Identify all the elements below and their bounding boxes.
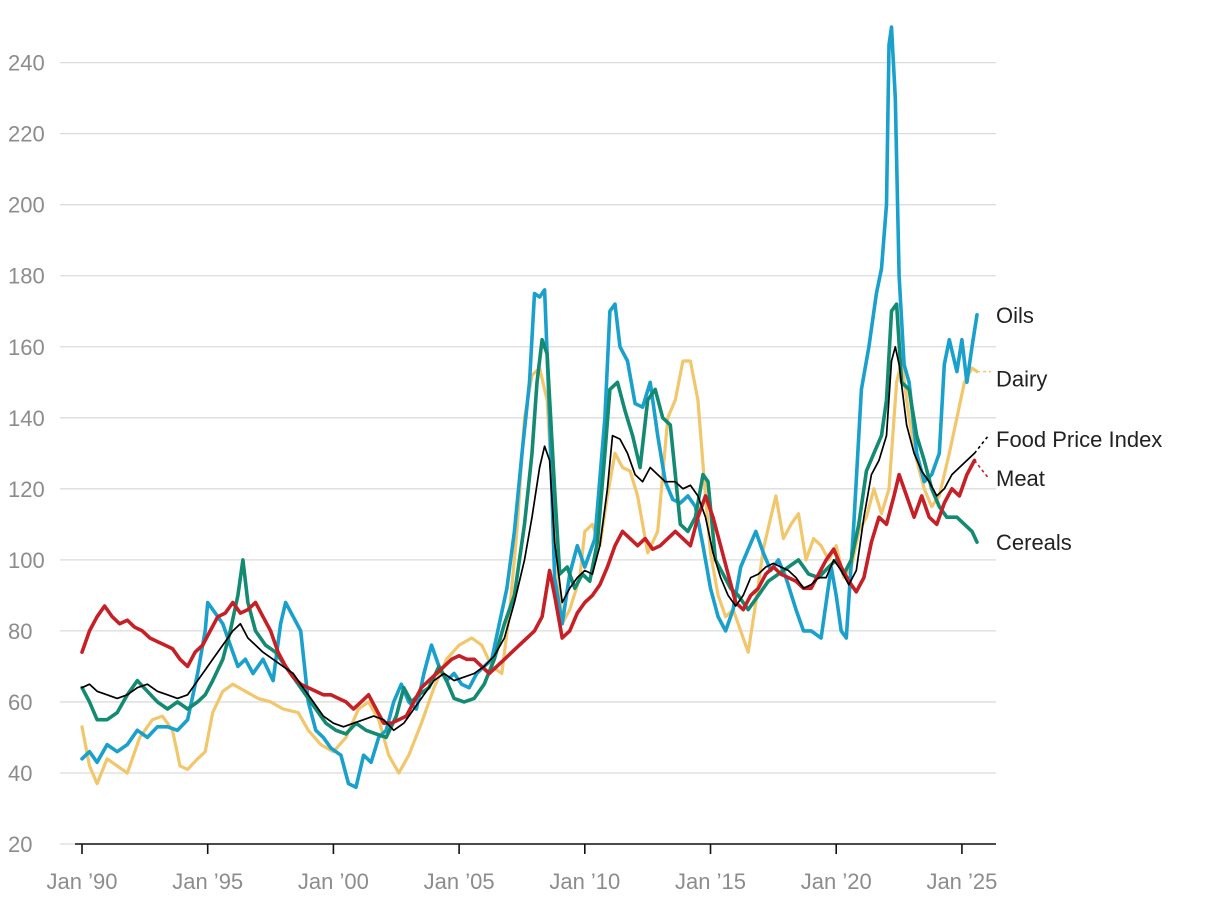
x-tick-label: Jan ’25 xyxy=(926,869,997,894)
y-tick-label: 60 xyxy=(8,690,32,715)
y-tick-label: 160 xyxy=(8,335,45,360)
x-tick-label: Jan ’95 xyxy=(172,869,243,894)
axes: 20 40 60 80 100 120 140 160 180 200 220 240 Jan ’90 J… xyxy=(8,51,997,894)
series-line-cereals xyxy=(80,302,979,740)
gridlines xyxy=(60,61,996,845)
series-label-dairy: Dairy xyxy=(996,367,1047,392)
x-tick-label: Jan ’00 xyxy=(298,869,369,894)
series-label-food-price-index: Food Price Index xyxy=(996,427,1162,452)
x-tick-label: Jan ’05 xyxy=(424,869,495,894)
series-line-meat xyxy=(80,458,977,725)
x-tick-label: Jan ’20 xyxy=(801,869,872,894)
series-extension-food-price-index xyxy=(973,435,990,454)
series-lines xyxy=(80,25,991,789)
series-line-food-price-index xyxy=(81,345,976,732)
y-tick-label: 100 xyxy=(8,548,45,573)
y-tick-label: 80 xyxy=(8,619,32,644)
x-tick-label: Jan ’15 xyxy=(675,869,746,894)
series-extension-meat xyxy=(973,459,990,479)
y-tick-label: 20 xyxy=(8,832,32,857)
x-tick-label: Jan ’90 xyxy=(47,869,118,894)
y-tick-label: 220 xyxy=(8,122,45,147)
series-label-meat: Meat xyxy=(996,466,1045,491)
y-tick-label: 200 xyxy=(8,193,45,218)
x-tick-label: Jan ’10 xyxy=(549,869,620,894)
y-tick-label: 180 xyxy=(8,264,45,289)
y-tick-label: 120 xyxy=(8,477,45,502)
y-tick-label: 40 xyxy=(8,761,32,786)
y-tick-label: 140 xyxy=(8,406,45,431)
series-labels: Dairy Oils Cereals Meat Food Price Index xyxy=(996,303,1162,555)
y-tick-label: 240 xyxy=(8,51,45,76)
series-label-oils: Oils xyxy=(996,303,1034,328)
series-label-cereals: Cereals xyxy=(996,530,1072,555)
series-line-oils xyxy=(80,25,979,789)
